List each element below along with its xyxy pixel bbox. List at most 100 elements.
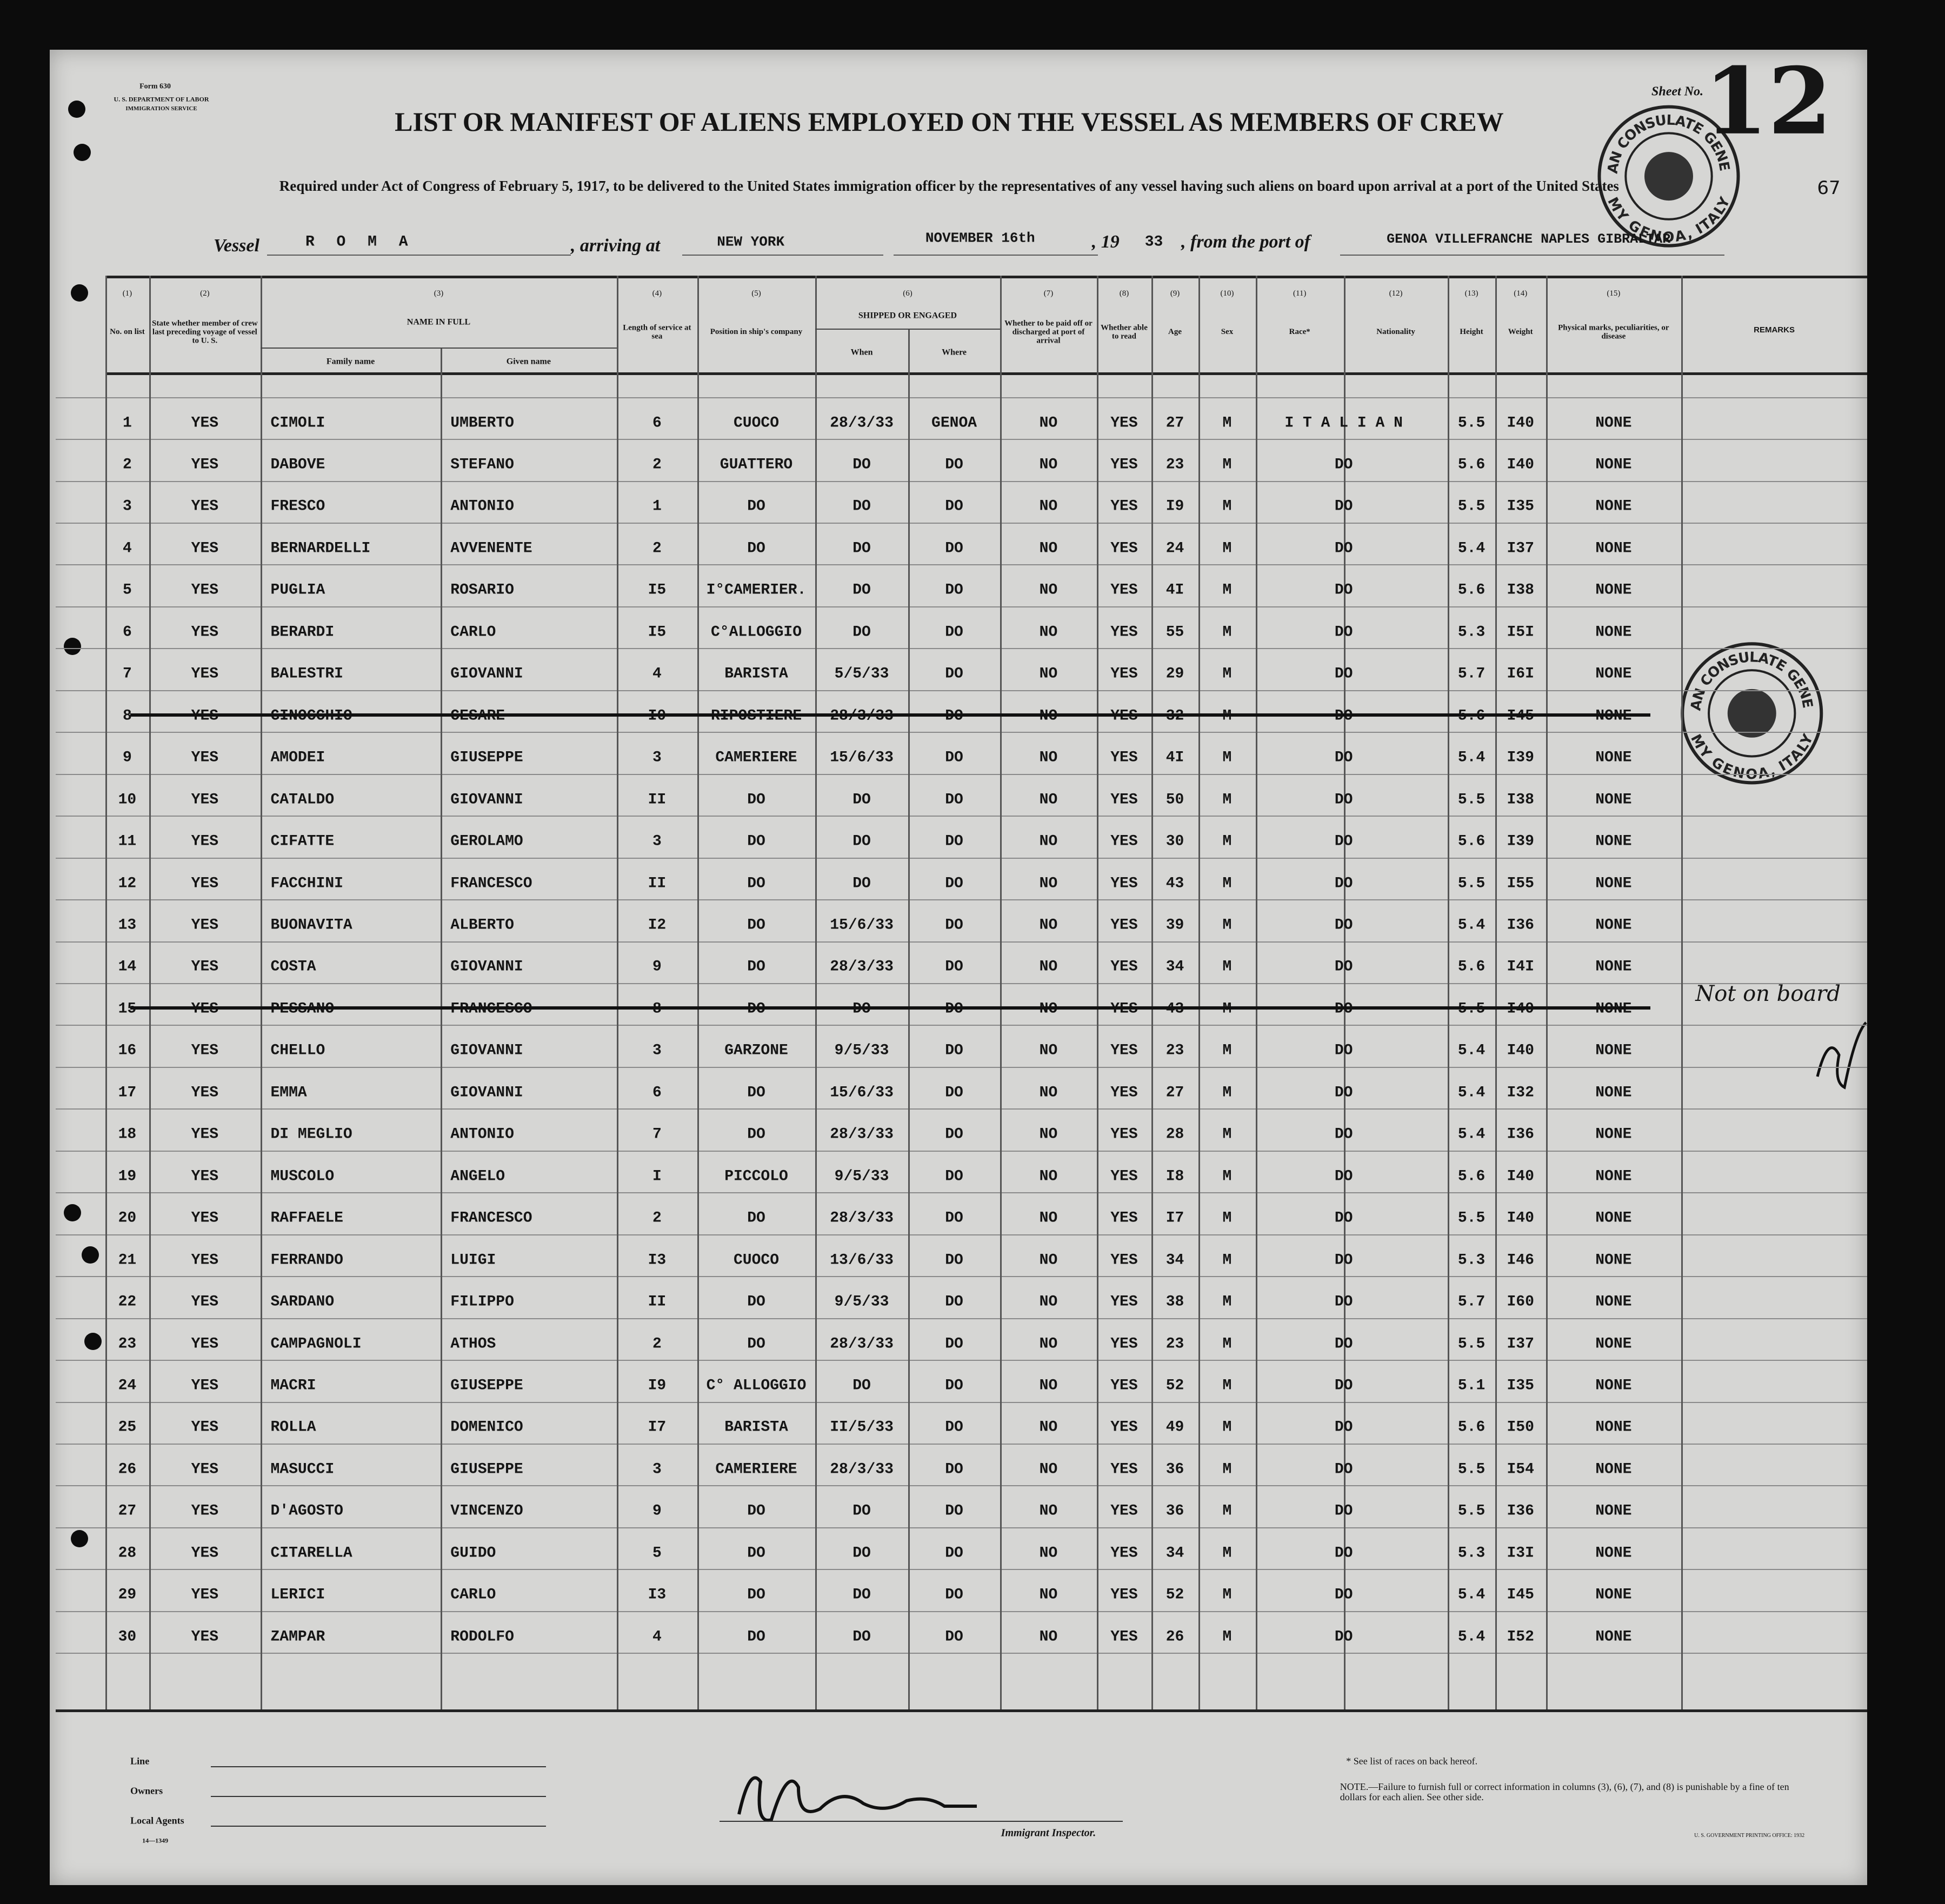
cell: 23	[118, 1335, 137, 1352]
cell: YES	[191, 1461, 219, 1478]
cell: I60	[1507, 1293, 1534, 1311]
cell: I36	[1507, 917, 1534, 934]
cell: II/5/33	[830, 1419, 894, 1436]
cell: DO	[852, 498, 871, 515]
cell: I40	[1507, 456, 1534, 473]
cell: I35	[1507, 1377, 1534, 1394]
cell: 38	[1165, 1293, 1184, 1311]
stamp-top: MILAN CONSULATE GENERAL	[50, 50, 1816, 712]
cell: DO	[1334, 1461, 1353, 1478]
column-header: No. on list	[110, 328, 145, 337]
column-rule	[1000, 275, 1002, 1709]
cell: DO	[852, 624, 871, 641]
cell: DO	[945, 624, 963, 641]
cell: DO	[945, 833, 963, 850]
cell: 5	[652, 1545, 662, 1562]
cell: 18	[118, 1126, 137, 1143]
cell: NONE	[1595, 624, 1632, 641]
cell: II	[648, 791, 667, 808]
cell: AMODEI	[270, 749, 325, 766]
cell: 5.4	[1457, 1126, 1486, 1143]
cell: I3I	[1507, 1545, 1534, 1562]
cell: DO	[945, 1419, 963, 1436]
cell: 27	[1165, 414, 1184, 431]
cell: DO	[747, 1586, 765, 1604]
cell: M	[1222, 958, 1232, 976]
cell: NO	[1039, 791, 1058, 808]
cell: NO	[1039, 1502, 1058, 1520]
cell: DO	[747, 1126, 765, 1143]
cell: NONE	[1595, 665, 1632, 683]
cell: 2	[123, 456, 132, 473]
cell: NONE	[1595, 1419, 1632, 1436]
column-rule	[616, 275, 618, 1709]
cell: 6	[123, 624, 132, 641]
cell: DO	[1334, 1545, 1353, 1562]
cell: YES	[1110, 1419, 1138, 1436]
cell: 34	[1165, 1251, 1184, 1268]
vessel: R O M A	[305, 233, 415, 251]
cell: 3	[652, 833, 662, 850]
row-rule	[56, 1318, 1867, 1319]
cell: 36	[1165, 1502, 1184, 1520]
row-rule	[56, 564, 1867, 566]
column-number: (3)	[434, 289, 444, 298]
cell: YES	[191, 833, 219, 850]
cell: CARLO	[450, 1586, 496, 1604]
cell: I	[652, 1168, 662, 1185]
cell: I36	[1507, 1502, 1534, 1520]
cell: BERARDI	[270, 624, 335, 641]
cell: YES	[191, 1335, 219, 1352]
cell: 9/5/33	[834, 1168, 889, 1185]
cell: DO	[1334, 1502, 1353, 1520]
cell: 5.5	[1457, 1461, 1486, 1478]
cell: NO	[1039, 582, 1058, 599]
cell: LERICI	[270, 1586, 325, 1604]
cell: I40	[1507, 1168, 1534, 1185]
cell: NONE	[1595, 1335, 1632, 1352]
hole	[84, 1333, 102, 1350]
cell: BALESTRI	[270, 665, 343, 683]
cell: YES	[191, 1126, 219, 1143]
cell: 9	[123, 749, 132, 766]
cell: ROSARIO	[450, 582, 514, 599]
cell: 5.6	[1457, 1419, 1486, 1436]
row-rule	[56, 732, 1867, 733]
cell: GIOVANNI	[450, 1042, 523, 1059]
cell: I39	[1507, 833, 1534, 850]
row-rule	[56, 899, 1867, 901]
cell: YES	[191, 791, 219, 808]
row-rule	[56, 1192, 1867, 1194]
cell: YES	[1110, 1335, 1138, 1352]
sheet-label: Sheet No.	[1651, 84, 1704, 99]
cell: YES	[1110, 1042, 1138, 1059]
cell: 12	[118, 874, 137, 892]
cell: YES	[191, 1377, 219, 1394]
cell: I52	[1507, 1628, 1534, 1646]
column-number: (2)	[200, 289, 210, 298]
cell: YES	[1110, 1502, 1138, 1520]
cell: YES	[1110, 791, 1138, 808]
cell: NO	[1039, 540, 1058, 557]
cell: DO	[945, 958, 963, 976]
cell: 16	[118, 1042, 137, 1059]
hole	[64, 1204, 81, 1221]
cell: CAMERIERE	[715, 749, 797, 766]
service: IMMIGRATION SERVICE	[125, 105, 197, 112]
cell: 19	[118, 1168, 137, 1185]
cell: DO	[1334, 833, 1353, 850]
cell: 3	[652, 1042, 662, 1059]
cell: DO	[1334, 874, 1353, 892]
cell: 5.1	[1457, 1377, 1486, 1394]
cell: 1	[123, 414, 132, 431]
cell: 26	[1165, 1628, 1184, 1646]
cell: FERRANDO	[270, 1251, 343, 1268]
cell: M	[1222, 498, 1232, 515]
cell: AVVENENTE	[450, 540, 532, 557]
from-label: , from the port of	[1181, 231, 1310, 252]
cell: 5.7	[1457, 1293, 1486, 1311]
cell: DO	[945, 1084, 963, 1101]
cell: GARZONE	[724, 1042, 788, 1059]
cell: I35	[1507, 498, 1534, 515]
cell: YES	[1110, 624, 1138, 641]
